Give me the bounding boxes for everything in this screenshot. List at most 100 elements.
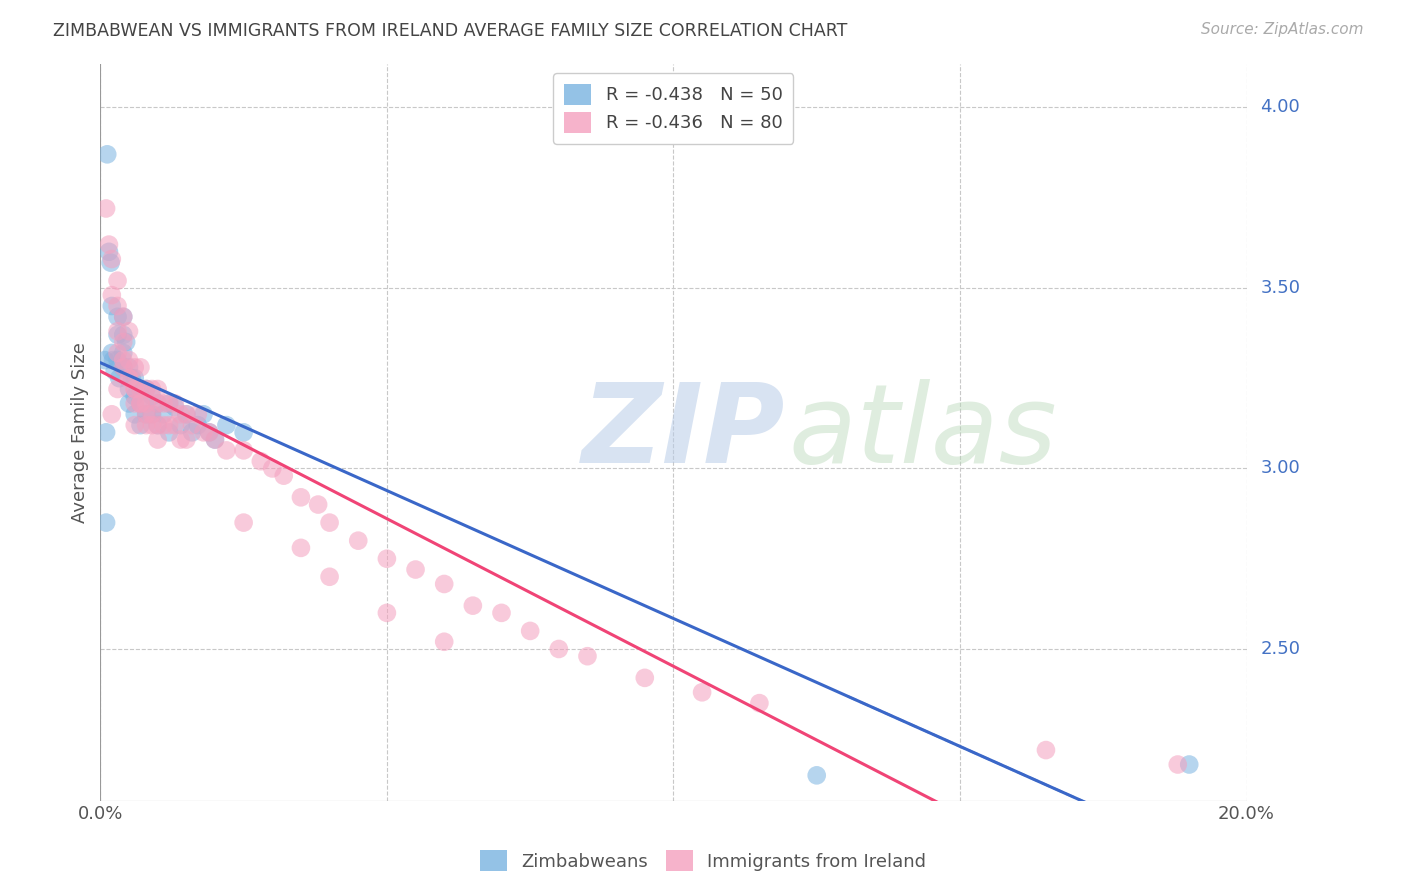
Point xyxy=(107,310,129,324)
Point xyxy=(318,516,340,530)
Point xyxy=(163,396,186,410)
Point xyxy=(634,671,657,685)
Point xyxy=(108,371,131,385)
Point xyxy=(135,382,157,396)
Point xyxy=(96,147,118,161)
Point xyxy=(112,360,135,375)
Point xyxy=(101,353,124,368)
Point xyxy=(576,649,599,664)
Point xyxy=(112,334,135,349)
Point xyxy=(124,360,146,375)
Point xyxy=(107,327,129,342)
Text: atlas: atlas xyxy=(787,379,1057,486)
Y-axis label: Average Family Size: Average Family Size xyxy=(72,342,89,523)
Point xyxy=(101,252,124,266)
Point xyxy=(146,418,169,433)
Point xyxy=(129,396,152,410)
Point xyxy=(157,396,180,410)
Point xyxy=(146,433,169,447)
Point xyxy=(169,433,191,447)
Point xyxy=(405,562,427,576)
Point xyxy=(101,288,124,302)
Point xyxy=(215,418,238,433)
Point xyxy=(157,425,180,440)
Point xyxy=(101,346,124,360)
Point xyxy=(163,418,186,433)
Point xyxy=(375,606,398,620)
Point xyxy=(519,624,541,638)
Point xyxy=(176,407,198,421)
Point xyxy=(141,418,163,433)
Point xyxy=(107,382,129,396)
Point xyxy=(169,407,191,421)
Point xyxy=(129,396,152,410)
Point xyxy=(461,599,484,613)
Point xyxy=(204,433,226,447)
Point xyxy=(112,327,135,342)
Point xyxy=(124,418,146,433)
Point xyxy=(181,418,204,433)
Point xyxy=(129,360,152,375)
Point xyxy=(135,396,157,410)
Point xyxy=(107,346,129,360)
Point xyxy=(176,407,198,421)
Point xyxy=(135,407,157,421)
Point xyxy=(124,389,146,403)
Point xyxy=(146,418,169,433)
Point xyxy=(232,443,254,458)
Point xyxy=(118,396,141,410)
Point xyxy=(124,382,146,396)
Text: 4.00: 4.00 xyxy=(1260,98,1301,116)
Point xyxy=(198,425,221,440)
Point xyxy=(204,433,226,447)
Text: 3.00: 3.00 xyxy=(1260,459,1301,477)
Text: 2.50: 2.50 xyxy=(1260,640,1301,658)
Point xyxy=(129,382,152,396)
Point xyxy=(152,418,174,433)
Point xyxy=(115,334,138,349)
Point xyxy=(547,642,569,657)
Point xyxy=(112,346,135,360)
Text: ZIMBABWEAN VS IMMIGRANTS FROM IRELAND AVERAGE FAMILY SIZE CORRELATION CHART: ZIMBABWEAN VS IMMIGRANTS FROM IRELAND AV… xyxy=(53,22,848,40)
Point xyxy=(433,577,456,591)
Point xyxy=(107,274,129,288)
Point xyxy=(375,551,398,566)
Point xyxy=(107,299,129,313)
Point xyxy=(141,382,163,396)
Point xyxy=(193,425,215,440)
Point xyxy=(433,634,456,648)
Point xyxy=(232,516,254,530)
Point xyxy=(97,244,120,259)
Point xyxy=(1178,757,1201,772)
Point xyxy=(290,491,312,505)
Point xyxy=(215,443,238,458)
Point xyxy=(124,407,146,421)
Point xyxy=(141,407,163,421)
Point xyxy=(146,396,169,410)
Point xyxy=(124,382,146,396)
Point xyxy=(101,299,124,313)
Point xyxy=(141,407,163,421)
Point xyxy=(748,696,770,710)
Point xyxy=(112,310,135,324)
Point xyxy=(129,382,152,396)
Point xyxy=(146,396,169,410)
Point xyxy=(107,324,129,338)
Point xyxy=(163,400,186,414)
Point xyxy=(157,418,180,433)
Point xyxy=(118,324,141,338)
Text: Source: ZipAtlas.com: Source: ZipAtlas.com xyxy=(1201,22,1364,37)
Point xyxy=(112,353,135,368)
Point xyxy=(273,468,295,483)
Point xyxy=(129,418,152,433)
Point xyxy=(187,418,209,433)
Point xyxy=(141,389,163,403)
Point xyxy=(124,371,146,385)
Point xyxy=(101,407,124,421)
Point xyxy=(97,237,120,252)
Point xyxy=(104,364,127,378)
Point xyxy=(193,407,215,421)
Point xyxy=(152,407,174,421)
Point xyxy=(118,353,141,368)
Point xyxy=(1035,743,1057,757)
